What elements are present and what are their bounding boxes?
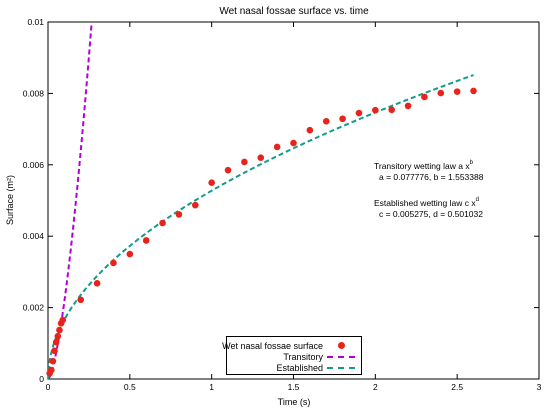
data-point: [93, 280, 101, 287]
data-point: [110, 259, 117, 267]
x-tick-label: 1.5: [288, 382, 300, 392]
data-point: [49, 357, 57, 365]
x-tick-label: 2.5: [451, 382, 463, 392]
data-point: [159, 219, 166, 227]
legend-entry-measured: Wet nasal fossae surface: [222, 340, 363, 353]
series-line-transitory: [47, 24, 93, 380]
legend-line-established: [327, 367, 355, 369]
data-point: [339, 115, 346, 123]
data-point: [421, 93, 428, 101]
legend-label-measured: Wet nasal fossae surface: [222, 341, 323, 351]
legend: Wet nasal fossae surface Transitory Esta…: [222, 336, 363, 375]
legend-entry-established: Established: [227, 362, 363, 375]
y-tick-label: 0.002: [23, 303, 45, 313]
established-law-annotation: Established wetting law c xd c = 0.00527…: [374, 197, 483, 220]
series-line-established: [47, 74, 474, 380]
data-point: [388, 106, 396, 114]
x-tick-label: 0.5: [124, 382, 136, 392]
y-tick-label: 0.006: [23, 160, 45, 170]
transitory-law-params: a = 0.077776, b = 1.553388: [379, 172, 484, 182]
established-law-exponent: d: [475, 197, 479, 203]
data-point: [273, 143, 281, 151]
legend-label-established: Established: [276, 363, 323, 373]
data-point: [355, 109, 363, 117]
axis-ticks: 0 0.5 1 1.5 2 2.5 3 0 0.002 0.004 0.006 0.008 0.01: [23, 17, 542, 392]
x-tick-label: 1: [209, 382, 214, 392]
transitory-law-exponent: b: [469, 160, 473, 166]
data-point: [192, 201, 199, 209]
x-tick-label: 0: [46, 382, 51, 392]
data-point: [47, 366, 55, 374]
data-point: [453, 88, 461, 95]
y-axis-label: Surface (m²): [5, 175, 15, 225]
data-point: [142, 237, 150, 244]
y-tick-label: 0: [39, 374, 44, 384]
legend-line-transitory: [327, 356, 355, 358]
established-law-params: c = 0.005275, d = 0.501032: [379, 209, 483, 219]
data-point: [126, 250, 134, 258]
legend-label-transitory: Transitory: [283, 352, 323, 362]
data-point: [77, 296, 85, 304]
data-point: [306, 126, 314, 134]
data-point: [404, 102, 412, 110]
data-point: [241, 158, 248, 166]
transitory-law-title: Transitory wetting law a x: [374, 161, 470, 171]
x-tick-label: 3: [537, 382, 542, 392]
y-tick-label: 0.004: [23, 231, 45, 241]
data-point: [51, 347, 58, 355]
data-point: [54, 332, 62, 340]
data-point: [208, 179, 215, 186]
y-tick-label: 0.008: [23, 88, 45, 98]
data-point: [224, 166, 232, 174]
data-point: [59, 316, 67, 324]
data-points: [46, 87, 477, 377]
data-point: [470, 87, 477, 95]
data-point: [437, 89, 445, 97]
data-point: [322, 117, 330, 125]
x-axis-label: Time (s): [278, 397, 311, 407]
data-point: [175, 211, 183, 218]
data-point: [290, 139, 297, 147]
data-point: [56, 326, 63, 334]
chart-title: Wet nasal fossae surface vs. time: [219, 6, 369, 17]
y-tick-label: 0.01: [27, 17, 44, 27]
transitory-law-annotation: Transitory wetting law a xb a = 0.077776…: [374, 160, 484, 183]
data-point: [257, 154, 265, 161]
established-law-title: Established wetting law c x: [374, 198, 476, 208]
fit-lines: [47, 24, 474, 380]
x-tick-label: 2: [373, 382, 378, 392]
data-point: [52, 338, 60, 346]
legend-marker-measured: [338, 342, 345, 349]
legend-entry-transitory: Transitory: [227, 351, 363, 364]
data-point: [372, 106, 379, 114]
